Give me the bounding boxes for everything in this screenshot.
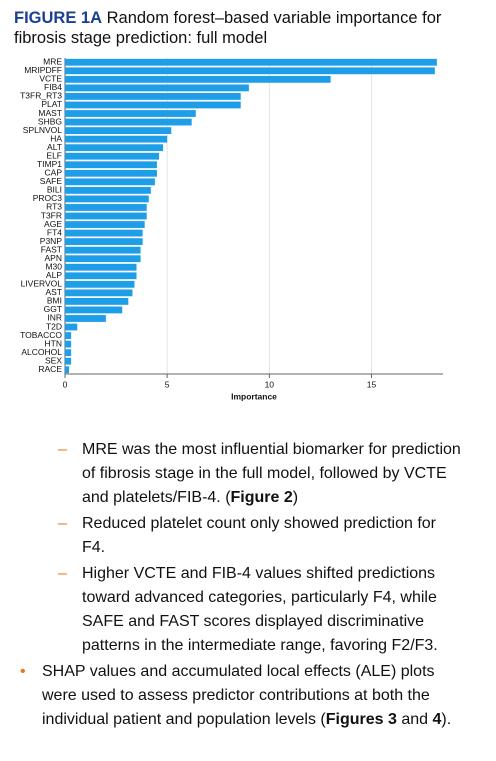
bar [65, 110, 196, 117]
y-tick-label: SEX [45, 355, 62, 365]
y-tick-label: P3NP [40, 236, 63, 246]
y-tick-label: AGE [44, 219, 62, 229]
y-tick-label: INR [47, 313, 62, 323]
figure-label: FIGURE 1A [14, 9, 103, 27]
bar [65, 315, 106, 322]
bar [65, 186, 151, 194]
y-tick-label: T3FR_RT3 [20, 91, 62, 101]
text: Higher VCTE and FIB-4 values shifted pre… [82, 565, 438, 654]
bar [65, 366, 70, 374]
text: MRE was the most influential biomarker f… [82, 441, 461, 506]
bar [65, 357, 72, 365]
bullet-item: SHAP values and accumulated local effect… [0, 660, 462, 732]
y-tick-label: BILI [47, 185, 62, 195]
y-tick-label: APN [45, 253, 62, 263]
y-tick-label: FAST [41, 244, 62, 254]
bar [65, 127, 172, 135]
bar [65, 84, 249, 92]
y-tick-label: MRE [43, 57, 62, 67]
y-tick-label: RT3 [46, 202, 62, 212]
y-tick-label: FT4 [47, 227, 62, 237]
bullet-item: MRE was the most influential biomarker f… [0, 438, 462, 510]
bar [65, 135, 168, 143]
bar [65, 67, 435, 75]
figure-title: FIGURE 1A Random forest–based variable i… [14, 8, 484, 48]
text: Reduced platelet count only showed predi… [82, 515, 436, 556]
y-tick-label: ALP [46, 270, 62, 280]
bar [65, 263, 137, 271]
bar [65, 161, 157, 169]
bar [65, 229, 143, 237]
y-tick-label: VCTE [39, 74, 62, 84]
bar [65, 75, 331, 83]
bar [65, 255, 141, 263]
y-tick-label: SPLNVOL [23, 125, 62, 135]
y-tick-label: T3FR [41, 210, 62, 220]
bar [65, 272, 137, 280]
bar [65, 195, 149, 203]
bold-text: Figure 2 [230, 489, 293, 506]
text: ). [441, 711, 452, 728]
x-tick-label: 0 [63, 379, 68, 389]
y-tick-label: CAP [45, 168, 63, 178]
text: and [396, 711, 433, 728]
y-tick-label: TIMP1 [37, 159, 62, 169]
y-tick-label: SHBG [38, 116, 62, 126]
bar [65, 246, 141, 254]
x-tick-label: 5 [165, 379, 170, 389]
bar [65, 169, 157, 177]
bold-text: Figures 3 [325, 711, 397, 728]
y-tick-label: MAST [38, 108, 62, 118]
y-tick-label: HTN [45, 338, 62, 348]
y-tick-label: HA [50, 133, 62, 143]
bar [65, 212, 147, 220]
bar [65, 221, 145, 228]
y-tick-label: LIVERVOL [21, 279, 63, 289]
y-tick-label: FIB4 [44, 82, 62, 92]
bar [65, 297, 129, 305]
x-axis-label: Importance [231, 391, 277, 401]
y-tick-label: AST [45, 287, 62, 297]
bullet-item: Higher VCTE and FIB-4 values shifted pre… [0, 562, 462, 658]
x-tick-label: 10 [265, 379, 275, 389]
y-tick-label: BMI [47, 296, 62, 306]
bar [65, 332, 72, 339]
y-tick-label: T2D [46, 321, 62, 331]
y-tick-label: TOBACCO [20, 330, 62, 340]
bar [65, 93, 241, 100]
bar [65, 178, 155, 186]
bar [65, 280, 135, 288]
y-tick-label: SAFE [40, 176, 63, 186]
bar [65, 144, 164, 152]
bar [65, 58, 437, 66]
y-tick-label: RACE [38, 364, 62, 374]
text: SHAP values and accumulated local effect… [42, 663, 435, 728]
figure-caption: Random forest–based variable importance … [14, 9, 442, 47]
y-tick-label: PROC3 [33, 193, 63, 203]
bar [65, 101, 241, 109]
y-tick-label: MRIPDFF [24, 65, 62, 75]
bar [65, 118, 192, 126]
y-tick-label: M30 [45, 261, 62, 271]
y-tick-label: ALCOHOL [21, 347, 62, 357]
bar [65, 323, 78, 331]
y-tick-label: GGT [44, 304, 62, 314]
bar [65, 152, 159, 160]
bullet-item: Reduced platelet count only showed predi… [0, 512, 462, 560]
bar [65, 349, 72, 357]
y-tick-label: PLAT [41, 99, 62, 109]
x-tick-label: 15 [367, 379, 377, 389]
bar [65, 306, 123, 314]
bar [65, 289, 133, 297]
y-tick-label: ELF [46, 150, 62, 160]
bullet-list: MRE was the most influential biomarker f… [0, 438, 496, 734]
bar [65, 340, 72, 348]
bar [65, 204, 147, 211]
chart: 0 5 10 15 Importance MREMRIPDFFVCTEFIB4T3FR_R… [20, 57, 443, 401]
y-tick-label: ALT [47, 142, 62, 152]
bar [65, 238, 143, 246]
text: ) [292, 489, 299, 506]
bold-text: 4 [432, 711, 442, 728]
